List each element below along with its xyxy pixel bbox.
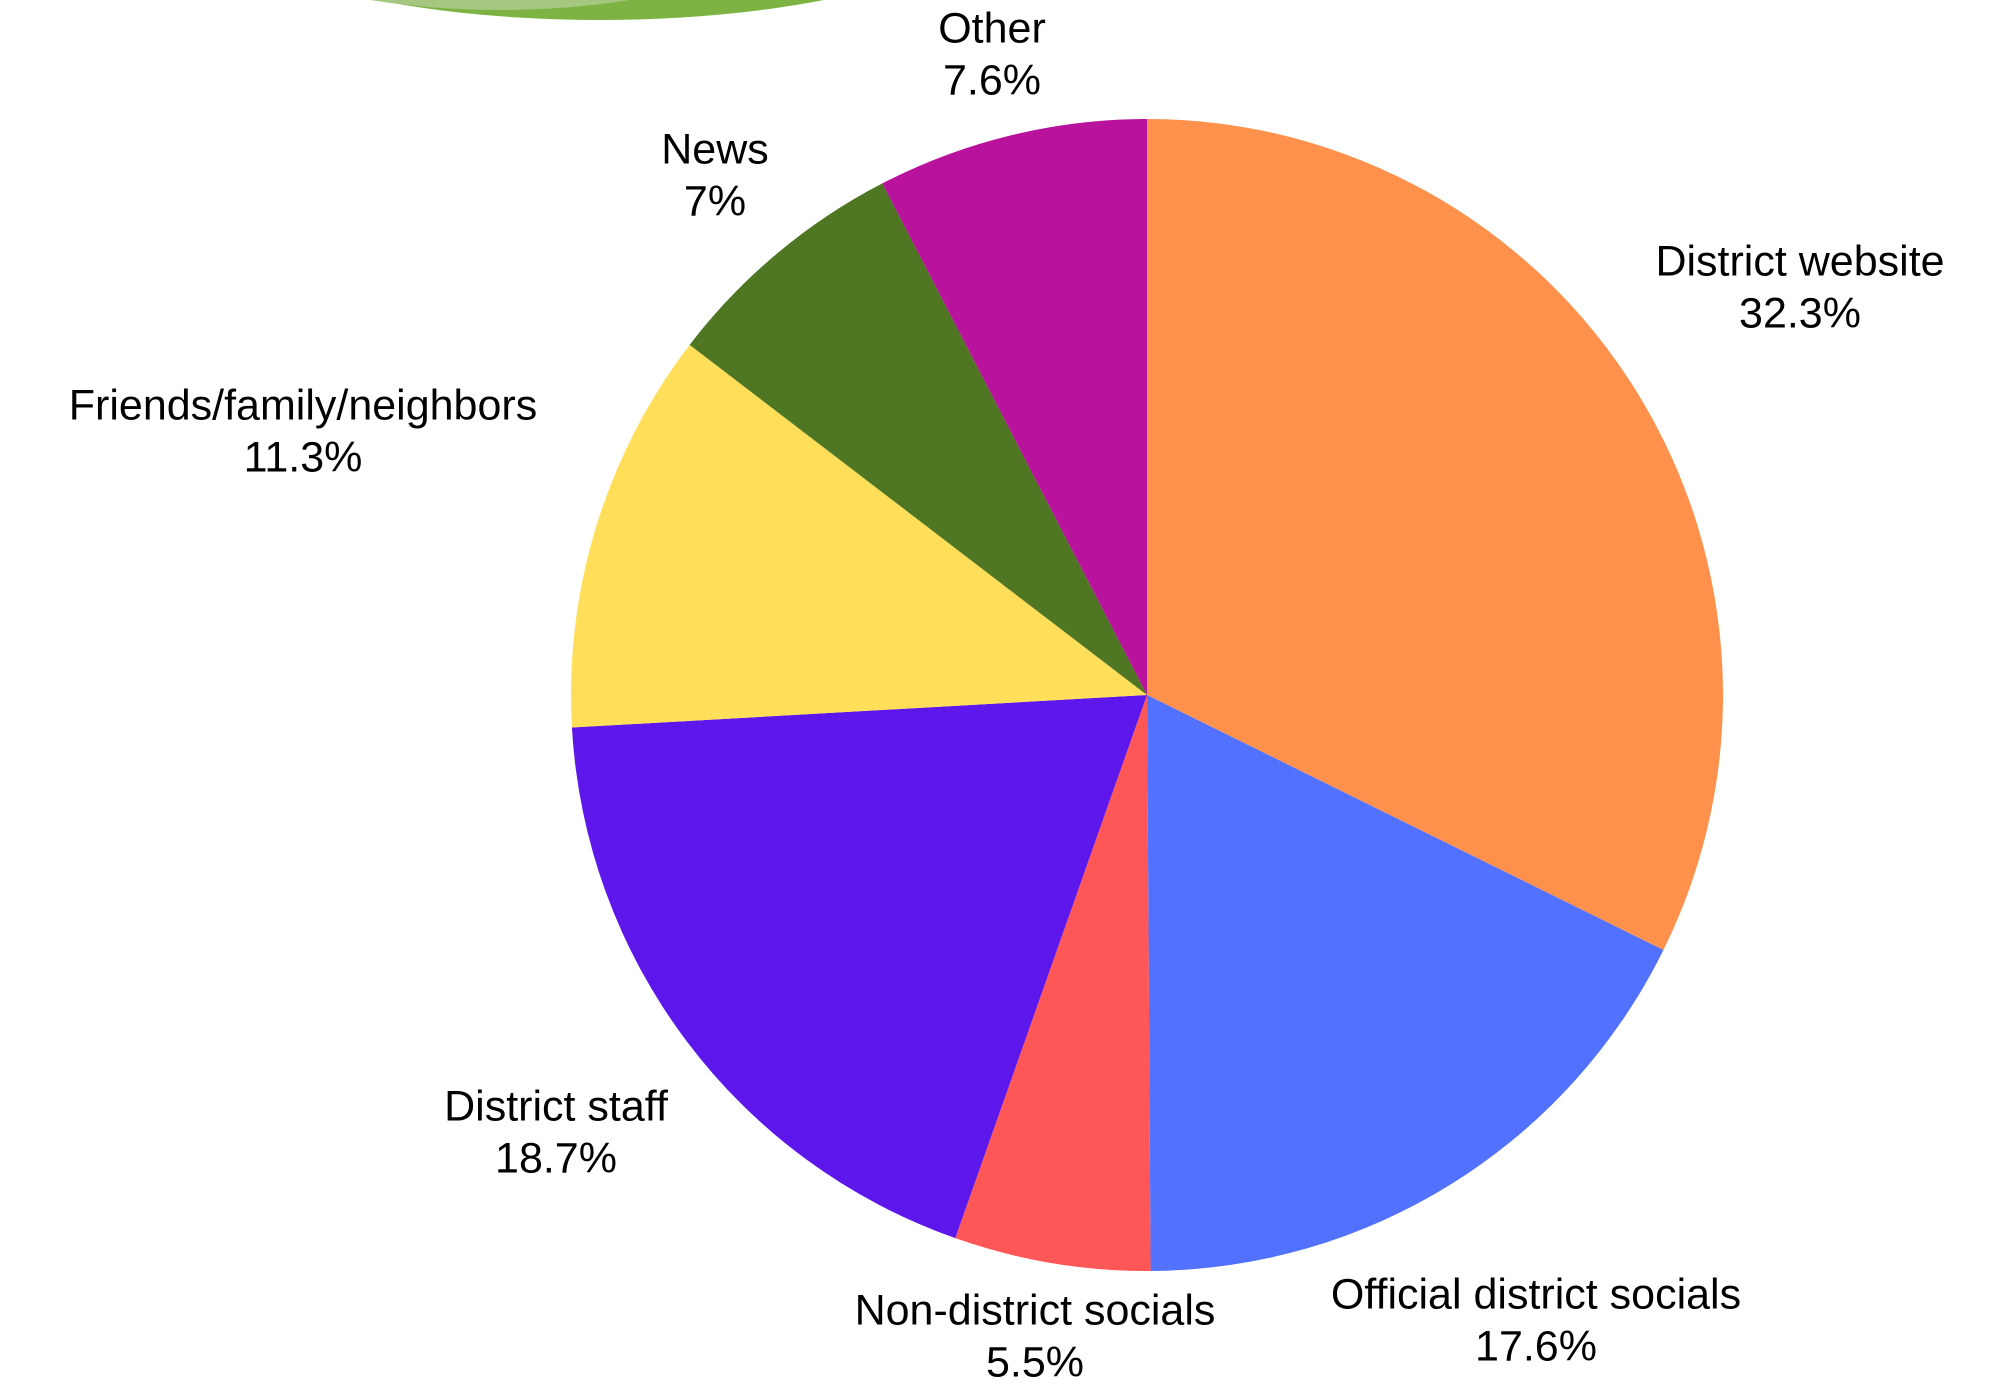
pie-slice (1147, 119, 1723, 951)
green-shape (370, 0, 630, 10)
value-label: 18.7% (495, 1134, 617, 1182)
slice-label: Official district socials (1331, 1270, 1741, 1318)
value-label: 7% (684, 177, 746, 225)
pie-slice (882, 119, 1147, 695)
value-label: 5.5% (986, 1338, 1084, 1386)
pie-slice (571, 344, 1147, 728)
value-label: 17.6% (1475, 1322, 1597, 1370)
slice-label: Friends/family/neighbors (69, 381, 537, 429)
slice-label: Other (938, 4, 1046, 52)
value-label: 11.3% (244, 433, 363, 481)
pie-slice (1147, 695, 1664, 1271)
pie-slice (955, 695, 1151, 1271)
slice-label: District staff (444, 1082, 669, 1130)
slice-label: District website (1655, 237, 1944, 285)
slice-label: News (661, 125, 769, 173)
pie-slice (571, 695, 1147, 1239)
pie-slice (689, 183, 1147, 695)
value-label: 32.3% (1739, 289, 1861, 337)
slice-label: Non-district socials (855, 1286, 1216, 1334)
decoration (370, 0, 824, 20)
value-label: 7.6% (943, 56, 1041, 104)
